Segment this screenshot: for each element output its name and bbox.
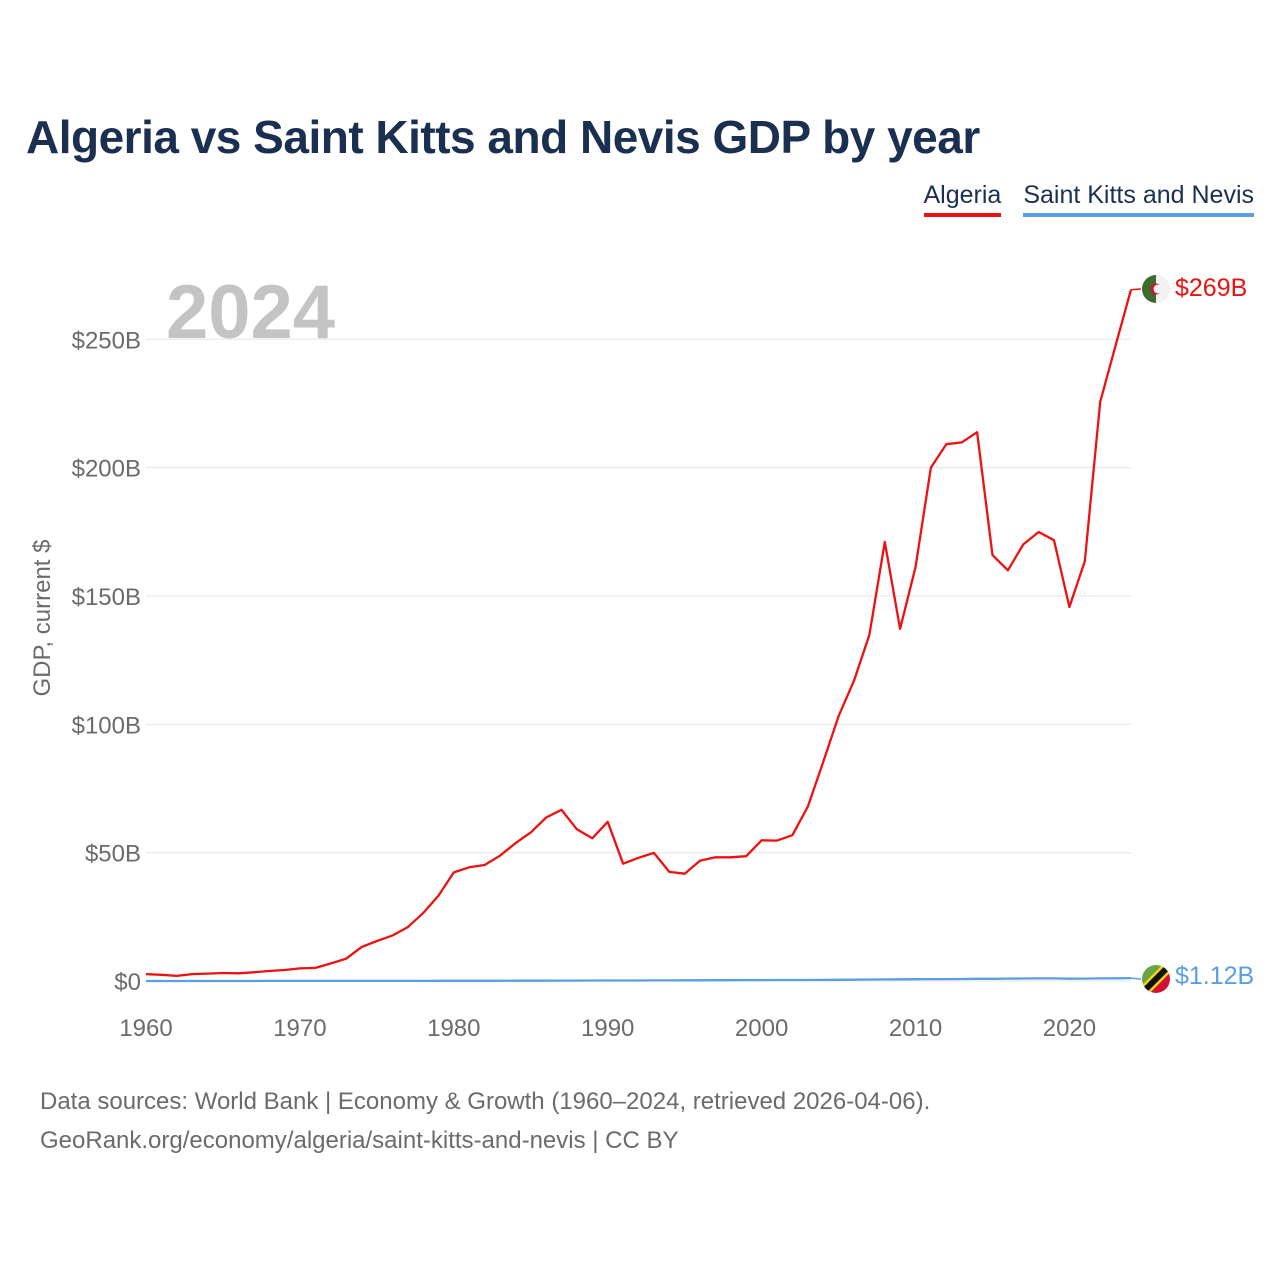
gdp-line-chart: 2024 GDP, current $ $0 $50B $100B $150B $200… bbox=[29, 270, 1254, 1042]
y-axis-label: GDP, current $ bbox=[29, 540, 56, 697]
series-lines bbox=[145, 289, 1133, 983]
y-tick-label: $250B bbox=[72, 327, 141, 354]
x-tick-label: 1960 bbox=[119, 1015, 172, 1042]
end-connector bbox=[1130, 977, 1142, 980]
y-tick-label: $50B bbox=[85, 841, 141, 868]
legend-algeria[interactable]: Algeria bbox=[923, 180, 1002, 217]
grid-lines bbox=[146, 338, 1131, 982]
legend-saint-kitts-and-nevis[interactable]: Saint Kitts and Nevis bbox=[1023, 180, 1254, 217]
x-tick-label: 1980 bbox=[427, 1015, 480, 1042]
x-tick-label: 1970 bbox=[273, 1015, 326, 1042]
attribution-line: GeoRank.org/economy/algeria/saint-kitts-… bbox=[40, 1127, 679, 1154]
end-value-label: $269B bbox=[1175, 274, 1247, 302]
end-value-labels: $269B $1.12B bbox=[1130, 274, 1254, 990]
saint-kitts-and-nevis-flag-icon bbox=[1142, 965, 1170, 993]
series-line-algeria bbox=[145, 289, 1133, 978]
end-value-label: $1.12B bbox=[1175, 962, 1254, 990]
y-tick-label: $100B bbox=[72, 712, 141, 739]
y-tick-label: $200B bbox=[72, 456, 141, 483]
series-line-saint-kitts-and-nevis bbox=[146, 976, 1132, 983]
y-tick-label: $0 bbox=[114, 969, 141, 996]
x-tick-label: 1990 bbox=[581, 1015, 634, 1042]
x-tick-label: 2010 bbox=[889, 1015, 942, 1042]
algeria-flag-icon bbox=[1142, 275, 1170, 303]
end-markers bbox=[1142, 275, 1170, 993]
chart-footer: Data sources: World Bank | Economy & Gro… bbox=[40, 1082, 930, 1160]
data-source-line: Data sources: World Bank | Economy & Gro… bbox=[40, 1088, 931, 1115]
x-tick-label: 2000 bbox=[735, 1015, 788, 1042]
y-tick-label: $150B bbox=[72, 584, 141, 611]
end-connector bbox=[1130, 288, 1142, 291]
chart-legend: Algeria Saint Kitts and Nevis bbox=[923, 180, 1254, 217]
y-axis-ticks: $0 $50B $100B $150B $200B $250B bbox=[72, 327, 141, 996]
x-axis-ticks: 1960 1970 1980 1990 2000 2010 2020 bbox=[119, 1015, 1096, 1042]
x-tick-label: 2020 bbox=[1043, 1015, 1096, 1042]
chart-title: Algeria vs Saint Kitts and Nevis GDP by … bbox=[26, 111, 980, 163]
year-watermark: 2024 bbox=[166, 270, 335, 355]
